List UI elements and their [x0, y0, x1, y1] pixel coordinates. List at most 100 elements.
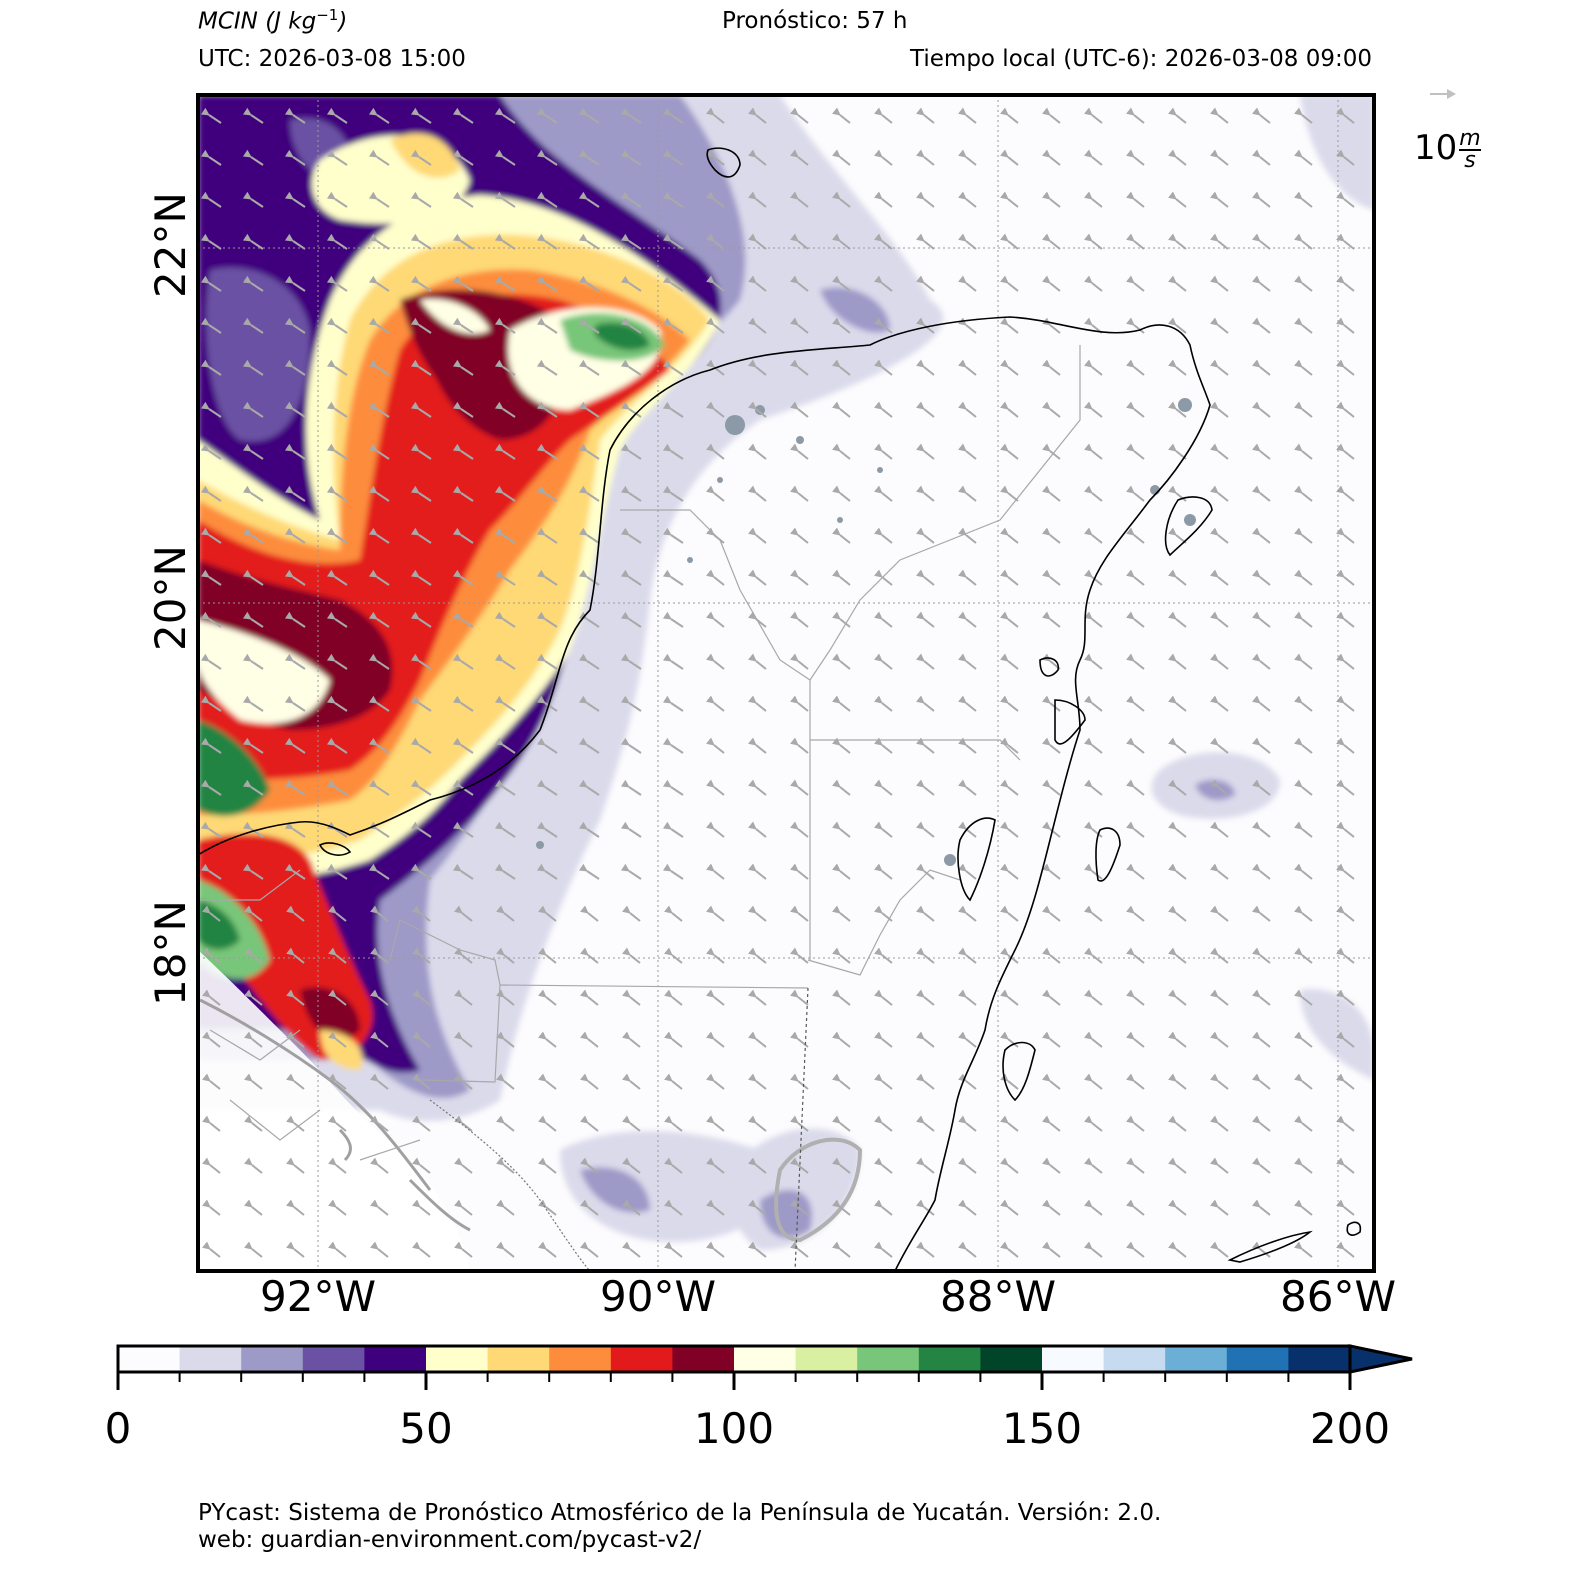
wind-arrow: [1168, 275, 1187, 292]
wind-arrow: [916, 1157, 935, 1174]
wind-arrow: [748, 1115, 767, 1132]
wind-arrow: [1000, 1157, 1019, 1174]
wind-arrow: [958, 107, 977, 124]
wind-arrow: [452, 401, 474, 418]
wind-arrow: [242, 695, 264, 712]
colorbar-segment: [1042, 1346, 1105, 1372]
wind-arrow: [536, 149, 558, 166]
wind-arrow: [1084, 359, 1103, 376]
wind-arrow: [958, 1157, 977, 1174]
wind-arrow: [454, 1157, 473, 1174]
wind-arrow: [874, 443, 893, 460]
wind-arrow: [410, 611, 432, 628]
wind-arrow: [662, 653, 684, 670]
wind-arrow: [958, 1199, 977, 1216]
wind-arrow: [790, 989, 809, 1006]
wind-arrow: [410, 779, 432, 796]
wind-arrow: [1210, 737, 1229, 754]
wind-arrow: [1336, 611, 1355, 628]
wind-arrow: [1000, 905, 1019, 922]
wind-arrow: [1336, 947, 1355, 964]
wind-arrow: [790, 1199, 809, 1216]
wind-arrow: [1336, 569, 1355, 586]
wind-arrow: [242, 653, 264, 670]
wind-arrow: [832, 1241, 851, 1258]
wind-arrow: [832, 191, 851, 208]
wind-arrow: [662, 485, 684, 502]
wind-arrow: [454, 1073, 473, 1090]
wind-arrow: [916, 947, 935, 964]
wind-arrow: [874, 905, 893, 922]
wind-arrow: [874, 1157, 893, 1174]
wind-arrow: [706, 1031, 725, 1048]
wind-arrow: [1252, 191, 1271, 208]
wind-arrow: [284, 149, 306, 166]
wind-arrow: [1168, 485, 1187, 502]
wind-arrow: [1084, 821, 1103, 838]
wind-arrow: [536, 569, 558, 586]
wind-arrow: [538, 1241, 557, 1258]
wind-arrow: [538, 1157, 557, 1174]
wind-arrow: [832, 989, 851, 1006]
wind-arrow: [452, 317, 474, 334]
wind-arrow: [1000, 401, 1019, 418]
wind-arrow: [1126, 905, 1145, 922]
wind-arrow: [412, 989, 431, 1006]
wind-arrow: [536, 107, 558, 124]
wind-arrow: [580, 1115, 599, 1132]
wind-arrow: [1000, 863, 1019, 880]
wind-arrow: [202, 1241, 221, 1258]
wind-arrow: [580, 905, 599, 922]
wind-arrow: [200, 317, 222, 334]
wind-arrow: [662, 611, 684, 628]
wind-arrow: [1042, 359, 1061, 376]
wind-arrow: [916, 695, 935, 712]
lat-label-20N: 20°N: [146, 545, 195, 651]
wind-arrow: [284, 401, 306, 418]
wind-arrow: [874, 653, 893, 670]
wind-arrow: [790, 485, 809, 502]
wind-arrow: [958, 1073, 977, 1090]
wind-arrow: [326, 863, 348, 880]
wind-arrow: [874, 191, 893, 208]
wind-arrow: [916, 1115, 935, 1132]
wind-arrow: [578, 737, 600, 754]
wind-arrow: [832, 1157, 851, 1174]
wind-arrow: [748, 1157, 767, 1174]
wind-arrow: [1000, 653, 1019, 670]
wind-arrow: [706, 1157, 725, 1174]
wind-arrow: [748, 989, 767, 1006]
wind-arrow: [958, 1115, 977, 1132]
wind-arrow: [578, 653, 600, 670]
wind-arrow: [748, 695, 767, 712]
wind-arrow: [286, 1073, 305, 1090]
wind-arrow: [1294, 233, 1313, 250]
wind-arrow: [1210, 443, 1229, 460]
wind-arrow: [1042, 191, 1061, 208]
wind-arrow: [748, 359, 767, 376]
wind-arrow: [1168, 401, 1187, 418]
wind-arrow: [874, 233, 893, 250]
wind-arrow: [1294, 149, 1313, 166]
utc-time-label: UTC: 2026-03-08 15:00: [198, 46, 466, 72]
wind-arrow: [284, 359, 306, 376]
wind-arrow: [832, 821, 851, 838]
wind-arrow: [368, 653, 390, 670]
wind-arrow: [706, 317, 725, 334]
colorbar-segment: [1288, 1346, 1351, 1372]
wind-arrow: [706, 1115, 725, 1132]
wind-arrow: [748, 485, 767, 502]
wind-arrow: [328, 1073, 347, 1090]
wind-arrow: [622, 989, 641, 1006]
wind-arrow: [326, 401, 348, 418]
wind-arrow: [1168, 191, 1187, 208]
wind-arrow: [200, 569, 222, 586]
wind-arrow: [1252, 737, 1271, 754]
wind-arrow: [1294, 359, 1313, 376]
wind-arrow: [1252, 1073, 1271, 1090]
wind-arrow: [1294, 1031, 1313, 1048]
wind-arrow: [202, 1031, 221, 1048]
wind-arrow: [620, 569, 642, 586]
wind-arrow: [284, 737, 306, 754]
wind-arrow: [790, 527, 809, 544]
